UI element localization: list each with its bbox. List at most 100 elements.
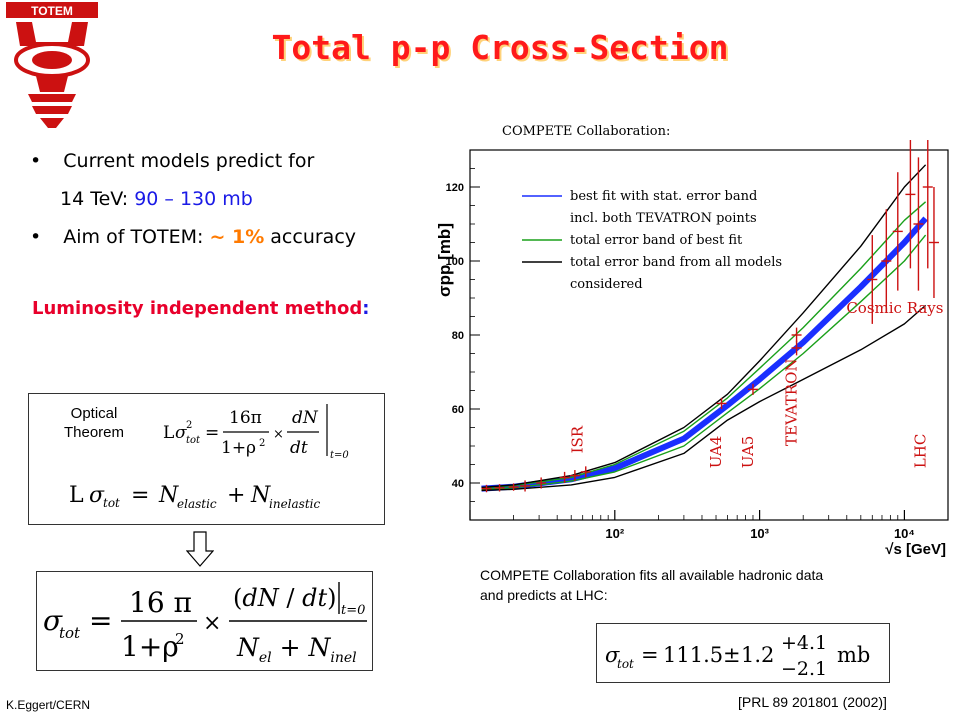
- y-axis-label: σpp [mb]: [435, 223, 454, 297]
- cross-section-chart: 40 60 80 100 120 10² 10³ 10⁴√s [GeV] σpp [mb] ISR…: [435, 140, 949, 558]
- x-axis-label: √s [GeV]: [885, 541, 946, 558]
- series-line: [481, 201, 927, 489]
- bullet-item-1b: 14 TeV: 90 – 130 mb: [60, 188, 253, 210]
- svg-text:σ: σ: [175, 423, 187, 443]
- compete-note-line-2: and predicts at LHC:: [480, 587, 608, 603]
- y-tick-label: 60: [452, 404, 464, 416]
- compete-note-line-1: COMPETE Collaboration fits all available…: [480, 567, 824, 583]
- annotation-label: ISR: [569, 425, 587, 453]
- svg-text:(dN / dt): (dN / dt): [233, 584, 336, 612]
- svg-text:tot: tot: [103, 496, 120, 510]
- total-cross-section-formula: σ tot = 16 π 1+ρ 2 × (dN / dt) t=0 Nel +…: [43, 582, 367, 666]
- svg-text:2: 2: [259, 438, 265, 449]
- svg-text:L: L: [69, 483, 84, 508]
- method-colon: :: [362, 298, 370, 319]
- svg-text:N: N: [250, 483, 271, 508]
- bullet-dot: •: [30, 150, 42, 172]
- lhc-prediction-formula: σ tot = 111.5 ± 1.2 +4.1 −2.1 mb: [605, 632, 870, 680]
- svg-text:tot: tot: [59, 624, 81, 642]
- annotation-label: Cosmic Rays: [846, 299, 943, 317]
- compete-note: COMPETE Collaboration fits all available…: [480, 565, 823, 605]
- logo-mid-shape: [36, 76, 68, 92]
- series-line: [481, 304, 927, 492]
- legend-label: considered: [570, 277, 643, 292]
- logo-bottom-shape: [28, 94, 76, 128]
- compete-header: COMPETE Collaboration: [502, 124, 666, 139]
- svg-text:=: =: [205, 423, 219, 443]
- total-cross-section-formula-box: σ tot = 16 π 1+ρ 2 × (dN / dt) t=0 Nel +…: [36, 571, 373, 671]
- series-line: [481, 216, 928, 492]
- compete-header-colon: :: [665, 124, 671, 139]
- svg-text:2: 2: [186, 420, 192, 431]
- svg-text:=: =: [131, 483, 149, 508]
- optical-label-line-1: Optical: [70, 405, 118, 422]
- svg-text:1+ρ: 1+ρ: [121, 630, 179, 663]
- annotation-label: UA4: [707, 436, 725, 469]
- bullet-text-2-suffix: accuracy: [264, 226, 357, 248]
- result-stat: 1.2: [741, 643, 774, 667]
- svg-text:inelastic: inelastic: [269, 497, 320, 511]
- svg-text:2: 2: [175, 630, 185, 648]
- footer-right: [PRL 89 201801 (2002)]: [738, 694, 887, 710]
- bullet-item-1: • Current models predict for: [30, 150, 314, 172]
- svg-text:dt: dt: [290, 438, 308, 458]
- result-unit: mb: [837, 643, 870, 667]
- svg-text:dN: dN: [292, 408, 319, 428]
- y-tick-label: 40: [452, 478, 464, 490]
- svg-text:16 π: 16 π: [129, 586, 192, 619]
- svg-text:elastic: elastic: [177, 497, 217, 511]
- optical-theorem-equation: L σ 2 tot = 16π 1+ρ 2 × dN dt t=0: [163, 404, 349, 461]
- svg-text:×: ×: [203, 611, 221, 636]
- legend-label: total error band of best fit: [570, 233, 743, 248]
- svg-text:16π: 16π: [229, 408, 262, 428]
- annotation-label: TEVATRON: [783, 358, 801, 446]
- svg-text:tot: tot: [617, 657, 634, 671]
- x-tick-label: 10³: [750, 526, 769, 541]
- logo-text: TOTEM: [31, 4, 73, 18]
- x-tick-label: 10²: [605, 526, 624, 541]
- lhc-prediction-box: σ tot = 111.5 ± 1.2 +4.1 −2.1 mb: [596, 623, 890, 683]
- svg-text:t=0: t=0: [341, 603, 365, 618]
- y-tick-label: 120: [446, 182, 464, 194]
- logo-top-shape: [16, 22, 88, 46]
- footer-left: K.Eggert/CERN: [6, 698, 91, 712]
- svg-text:×: ×: [273, 427, 284, 442]
- annotation-label: UA5: [739, 436, 757, 469]
- result-down: −2.1: [781, 658, 827, 680]
- svg-text:1+ρ: 1+ρ: [221, 438, 256, 458]
- svg-text:±: ±: [723, 643, 741, 667]
- optical-theorem-box: Optical Theorem L σ 2 tot = 16π 1+ρ 2 × …: [28, 393, 385, 525]
- svg-text:N: N: [158, 483, 179, 508]
- plot-frame: [469, 149, 949, 521]
- method-heading: Luminosity independent method:: [32, 298, 369, 319]
- method-text: Luminosity independent method: [32, 298, 363, 319]
- svg-text:tot: tot: [186, 435, 201, 446]
- totem-logo: TOTEM: [6, 2, 98, 128]
- optical-theorem-label: Optical Theorem: [49, 404, 139, 442]
- svg-text:σ: σ: [605, 643, 620, 667]
- logo-core: [32, 51, 72, 69]
- result-value: 111.5: [663, 643, 723, 667]
- svg-text:σ: σ: [43, 604, 63, 637]
- svg-text:L: L: [163, 423, 174, 443]
- prediction-range: 90 – 130 mb: [134, 188, 253, 210]
- series-line: [481, 164, 927, 489]
- chart-header: COMPETE Collaboration:: [502, 124, 670, 139]
- svg-text:t=0: t=0: [330, 450, 349, 461]
- luminosity-equation: L σ tot = N elastic + N inelastic: [69, 483, 320, 511]
- series-line: [481, 234, 927, 490]
- y-tick-label: 80: [452, 330, 464, 342]
- legend-label: best fit with stat. error band: [570, 189, 757, 204]
- svg-text:+: +: [227, 483, 245, 508]
- bullet-text-1b: 14 TeV:: [60, 188, 135, 210]
- bullet-item-2: • Aim of TOTEM: ~ 1% accuracy: [30, 226, 356, 248]
- svg-text:=: =: [89, 604, 112, 637]
- svg-text:Nel + Ninel: Nel + Ninel: [236, 633, 357, 666]
- page-title: Total p-p Cross-Section: [271, 28, 729, 67]
- logo-banner: [6, 2, 98, 18]
- svg-text:=: =: [641, 643, 659, 667]
- bullet-text-2: Aim of TOTEM:: [63, 226, 210, 248]
- down-arrow-icon: [186, 531, 214, 567]
- annotation-label: LHC: [912, 434, 930, 469]
- result-up: +4.1: [781, 632, 827, 654]
